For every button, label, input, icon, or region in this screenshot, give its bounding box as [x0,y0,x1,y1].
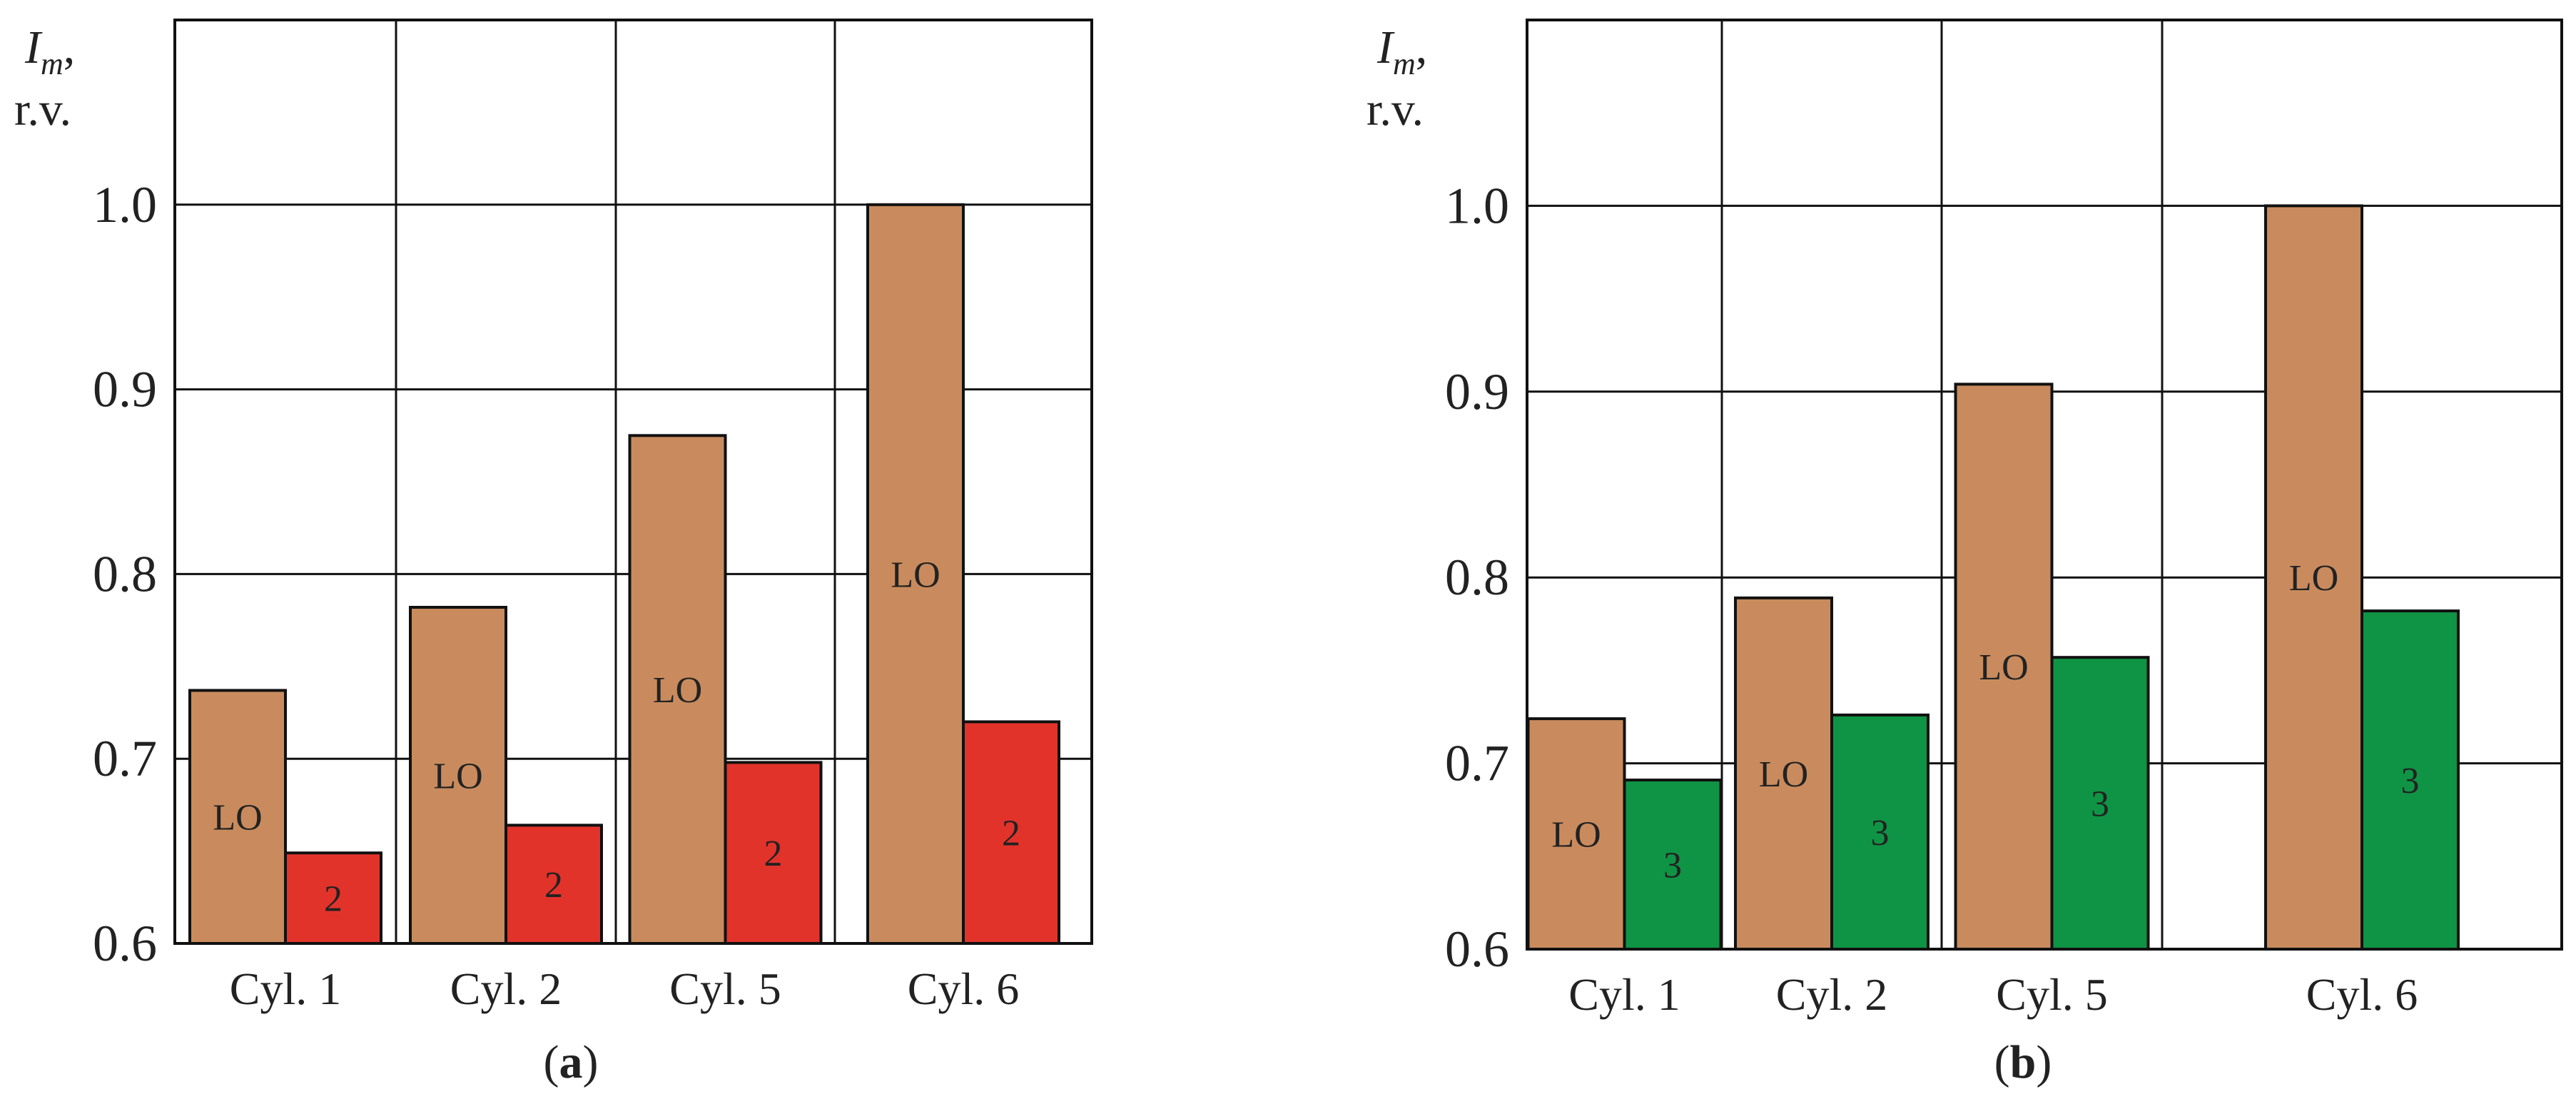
bar-label: LO [2289,558,2338,599]
panel-label-close: ) [2036,1036,2052,1088]
y-axis-label-comma: , [1416,21,1428,74]
panel-label: (a) [544,1036,599,1088]
bar-label: LO [1759,754,1808,795]
y-axis-label: Im, [24,21,75,81]
y-axis-label-sub: m [1393,46,1416,81]
bar [962,720,1060,945]
y-axis-unit: r.v. [1366,83,1424,136]
y-axis-unit: r.v. [14,83,71,136]
y-tick-label: 0.6 [1445,921,1509,978]
bar-label: 3 [1871,813,1890,854]
bar [1734,596,1833,951]
bar-label: 2 [1002,814,1020,854]
x-tick-label: Cyl. 1 [230,963,341,1014]
bar [2264,204,2363,951]
chart-panel-a: LO 2 Cyl. 1 LO 2 Cyl. 2 LO 2 Cyl. 5 LO 2 Cyl. 6 0.6 0… [14,19,1093,1088]
panel-label-letter: a [559,1036,583,1088]
bar-label: 2 [764,834,783,874]
bar-label: 2 [544,865,563,906]
bar [409,605,507,945]
bar-label: 3 [2401,761,2420,801]
x-tick-label: Cyl. 2 [450,963,562,1014]
x-tick-label: Cyl. 6 [2306,969,2418,1020]
bar-label: LO [891,554,940,595]
y-tick-label: 0.8 [93,545,157,602]
bar [628,434,727,945]
bar-label: LO [1979,647,2028,688]
x-tick-label: Cyl. 6 [908,963,1019,1014]
chart-panel-b: LO 3 Cyl. 1 LO 3 Cyl. 2 LO 3 Cyl. 5 LO 3 Cyl. 6 0.6 0… [1366,19,2563,1088]
y-tick-label: 0.6 [93,915,157,972]
x-tick-label: Cyl. 1 [1568,969,1680,1020]
x-tick-label: Cyl. 5 [669,963,781,1014]
y-tick-label: 1.0 [93,176,157,233]
plot-frame [173,19,1093,945]
y-tick-label: 1.0 [1445,177,1509,234]
panel-label-close: ) [583,1036,599,1088]
panel-label: (b) [1994,1036,2052,1088]
y-axis-label-sub: m [41,46,64,81]
y-axis-label-comma: , [64,21,76,74]
y-tick-label: 0.7 [93,730,157,787]
panel-label-letter: b [2010,1036,2037,1088]
y-axis-label-main: I [24,21,43,74]
y-tick-label: 0.7 [1445,735,1509,792]
bar-label: LO [433,756,482,796]
bar [866,203,965,945]
x-tick-label: Cyl. 5 [1996,969,2107,1020]
panel-label-open: ( [1994,1036,2010,1088]
bar [284,851,382,945]
plot-frame [1526,19,2563,951]
bar-label: LO [653,670,702,711]
x-tick-label: Cyl. 2 [1776,969,1887,1020]
y-axis-label: Im, [1376,21,1427,81]
y-axis-label-main: I [1376,21,1395,74]
bar-label: 3 [2091,784,2109,825]
bar-label: LO [1551,815,1601,856]
bar [1623,779,1723,951]
bar-label: 2 [324,879,343,920]
panel-label-open: ( [544,1036,559,1088]
bar [724,761,823,945]
bar-label: LO [213,798,262,839]
y-tick-label: 0.9 [93,361,157,418]
bar [2050,656,2150,951]
y-tick-label: 0.8 [1445,549,1509,606]
bar-label: 3 [1663,846,1682,886]
y-tick-label: 0.9 [1445,363,1509,420]
